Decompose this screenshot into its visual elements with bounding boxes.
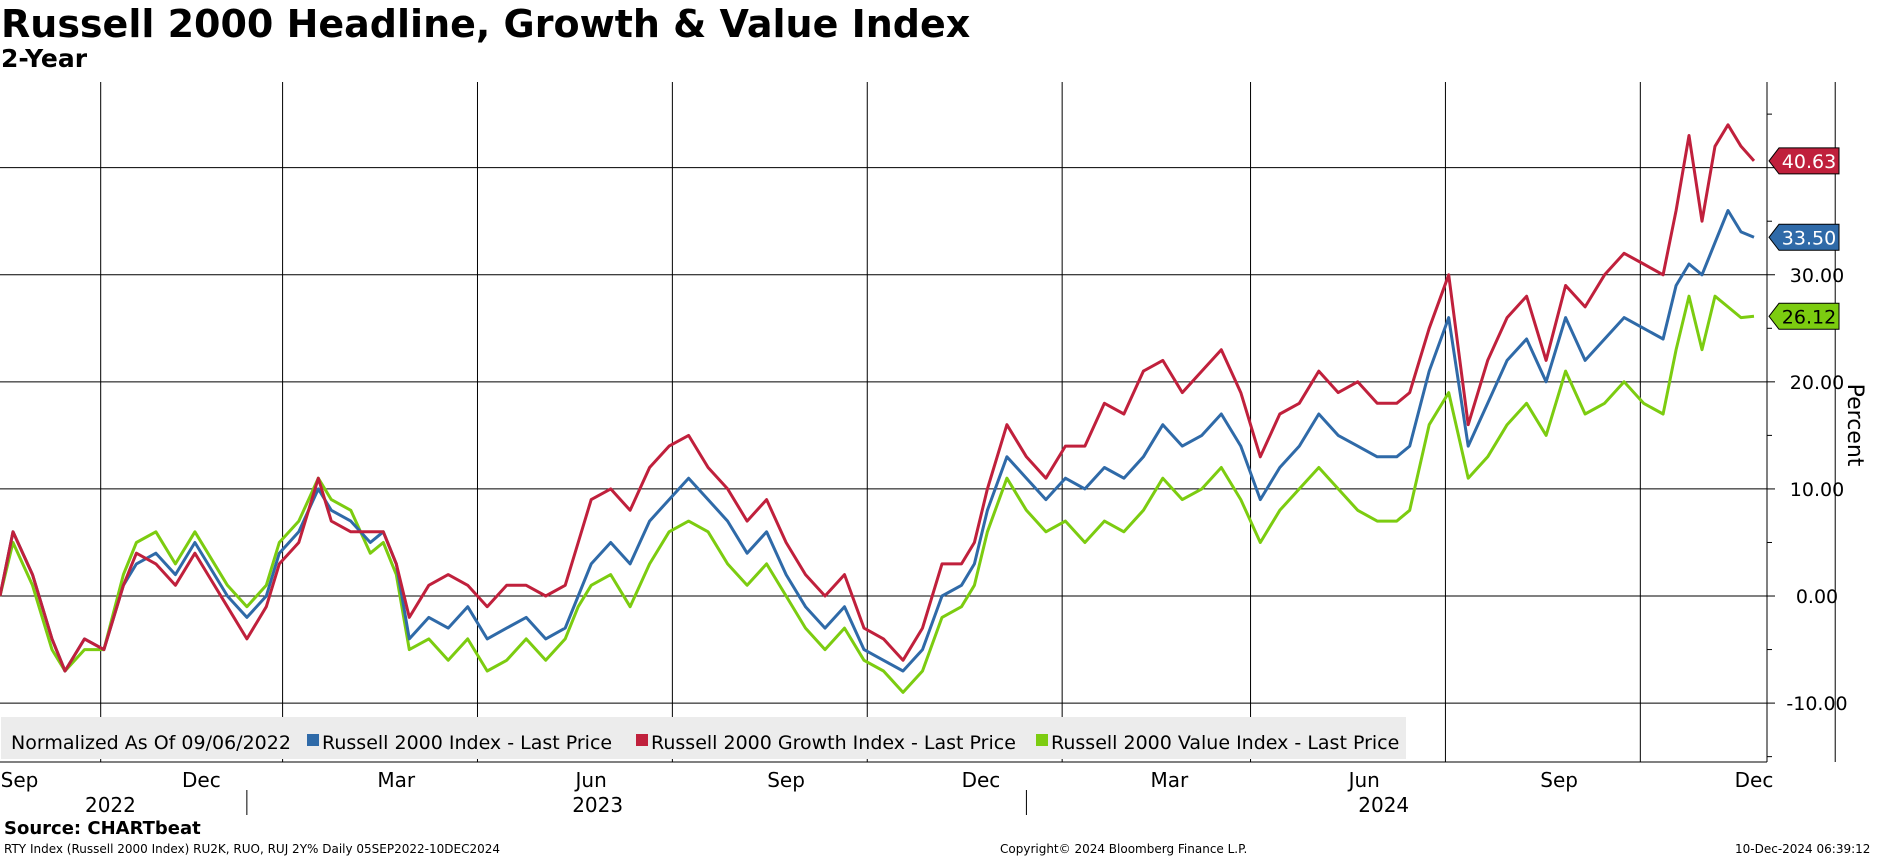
headline-legend-swatch <box>307 734 319 746</box>
y-tick-label: 30.00 <box>1790 265 1844 287</box>
headline-series-line <box>0 209 1755 673</box>
x-tick-label: Dec <box>182 768 221 792</box>
grid <box>0 82 1836 762</box>
value-series-line <box>0 294 1755 694</box>
x-tick-label: Jun <box>574 768 607 792</box>
x-tick-label: Sep <box>1540 768 1578 792</box>
growth-legend-label: Russell 2000 Growth Index - Last Price <box>651 732 1016 754</box>
year-label: 2024 <box>1358 793 1409 817</box>
source-note: Source: CHARTbeat <box>4 818 201 839</box>
x-tick-label: Dec <box>962 768 1001 792</box>
year-label: 2022 <box>85 793 136 817</box>
chart-subtitle: 2-Year <box>1 44 88 73</box>
legend-background <box>1 717 1406 759</box>
value-legend-swatch <box>1036 734 1048 746</box>
y-tick-label: 20.00 <box>1790 372 1844 394</box>
last-value-labels: 33.50 40.63 26.12 <box>1768 147 1840 330</box>
x-tick-label: Sep <box>1 768 39 792</box>
y-tick-label: 0.00 <box>1796 586 1838 608</box>
x-tick-label: Mar <box>1150 768 1189 792</box>
chart-title: Russell 2000 Headline, Growth & Value In… <box>1 2 971 46</box>
footer-description: RTY Index (Russell 2000 Index) RU2K, RUO… <box>4 842 500 856</box>
growth-last-value-label: 40.63 <box>1782 151 1836 173</box>
headline-last-value-tag <box>1768 223 1840 251</box>
headline-legend-label: Russell 2000 Index - Last Price <box>322 732 612 754</box>
value-last-value-label: 26.12 <box>1782 306 1836 328</box>
footer-copyright: Copyright© 2024 Bloomberg Finance L.P. <box>1000 842 1248 856</box>
y-tick-label: 10.00 <box>1790 479 1844 501</box>
footer-timestamp: 10-Dec-2024 06:39:12 <box>1735 842 1871 856</box>
x-tick-label: Sep <box>767 768 805 792</box>
legend: Normalized As Of 09/06/2022 Russell 2000 … <box>1 717 1406 759</box>
x-tick-label: Jun <box>1347 768 1380 792</box>
growth-legend-swatch <box>636 734 648 746</box>
legend-note: Normalized As Of 09/06/2022 <box>11 732 291 754</box>
axes: -10.00 0.00 10.00 20.00 30.00 Percent Sep Dec Ma… <box>0 82 1867 817</box>
value-last-value-tag <box>1768 302 1840 330</box>
headline-last-value-label: 33.50 <box>1782 227 1836 249</box>
series-lines <box>0 123 1756 694</box>
year-label: 2023 <box>572 793 623 817</box>
x-tick-label: Mar <box>377 768 416 792</box>
growth-last-value-tag <box>1768 147 1840 175</box>
x-tick-label: Dec <box>1735 768 1774 792</box>
value-legend-label: Russell 2000 Value Index - Last Price <box>1051 732 1399 754</box>
y-tick-label: -10.00 <box>1786 693 1847 715</box>
y-axis-label: Percent <box>1842 384 1867 467</box>
growth-series-line <box>0 123 1756 673</box>
